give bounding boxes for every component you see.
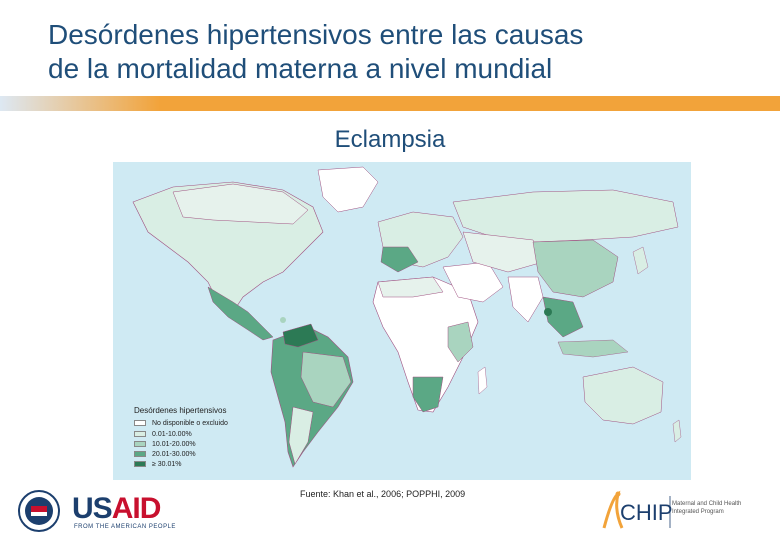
map-central-asia bbox=[462, 231, 544, 273]
map-east-africa bbox=[447, 321, 474, 363]
map-southern-cone bbox=[288, 406, 314, 465]
chip-desc-line-2: Integrated Program bbox=[672, 509, 724, 515]
legend-label: No disponible o excluido bbox=[152, 419, 228, 427]
map-caribbean bbox=[280, 317, 286, 323]
legend-label: 10.01-20.00% bbox=[152, 440, 196, 448]
usaid-seal-icon bbox=[18, 490, 60, 532]
map-canada bbox=[172, 183, 309, 225]
legend-swatch bbox=[134, 441, 146, 447]
map-mexico bbox=[207, 286, 274, 341]
title-line-2: de la mortalidad materna a nivel mundial bbox=[48, 53, 553, 84]
usaid-logo-us: US bbox=[72, 492, 113, 525]
map-western-europe bbox=[380, 246, 419, 273]
legend-swatch bbox=[134, 431, 146, 437]
legend-item: 10.01-20.00% bbox=[134, 440, 196, 448]
slide-title: Desórdenes hipertensivos entre las causa… bbox=[48, 18, 748, 86]
world-map-graphic bbox=[132, 166, 682, 468]
usaid-tagline: FROM THE AMERICAN PEOPLE bbox=[74, 524, 176, 530]
legend-swatch bbox=[134, 451, 146, 457]
legend-label: ≥ 30.01% bbox=[152, 460, 182, 468]
chip-logo-icon bbox=[602, 490, 671, 529]
map-legend: Desórdenes hipertensivos No disponible o… bbox=[130, 402, 250, 472]
map-japan bbox=[632, 246, 649, 275]
legend-item: No disponible o excluido bbox=[134, 419, 228, 427]
legend-item: 20.01-30.00% bbox=[134, 450, 196, 458]
chip-desc-line-1: Maternal and Child Health bbox=[672, 501, 742, 507]
map-madagascar bbox=[477, 366, 488, 395]
map-india bbox=[507, 276, 544, 323]
map-indonesia bbox=[557, 339, 629, 358]
title-line-1: Desórdenes hipertensivos entre las causa… bbox=[48, 19, 584, 50]
legend-item: ≥ 30.01% bbox=[134, 460, 182, 468]
legend-item: 0.01-10.00% bbox=[134, 430, 192, 438]
usaid-logo: USAID bbox=[72, 492, 162, 526]
legend-label: 20.01-30.00% bbox=[152, 450, 196, 458]
chip-description: Maternal and Child Health Integrated Pro… bbox=[672, 500, 772, 516]
map-brazil bbox=[300, 351, 352, 408]
map-venezuela bbox=[282, 323, 319, 348]
legend-swatch bbox=[134, 420, 146, 426]
source-citation: Fuente: Khan et al., 2006; POPPHI, 2009 bbox=[300, 489, 466, 499]
accent-bar-gradient bbox=[0, 96, 160, 111]
map-north-africa bbox=[377, 276, 444, 298]
chip-logo-text: CHIP bbox=[620, 500, 673, 525]
legend-label: 0.01-10.00% bbox=[152, 430, 192, 438]
accent-bar bbox=[0, 96, 780, 111]
map-subtitle: Eclampsia bbox=[334, 126, 446, 153]
map-greenland bbox=[317, 166, 379, 213]
usaid-logo-aid: AID bbox=[111, 492, 162, 525]
map-russia bbox=[452, 189, 679, 243]
legend-title: Desórdenes hipertensivos bbox=[134, 406, 227, 415]
map-australia bbox=[582, 366, 664, 425]
legend-swatch bbox=[134, 461, 146, 467]
map-southern-africa bbox=[412, 376, 444, 413]
map-china bbox=[532, 239, 619, 298]
map-myanmar bbox=[544, 308, 552, 316]
map-southeast-asia bbox=[542, 296, 584, 338]
map-new-zealand bbox=[672, 419, 682, 443]
